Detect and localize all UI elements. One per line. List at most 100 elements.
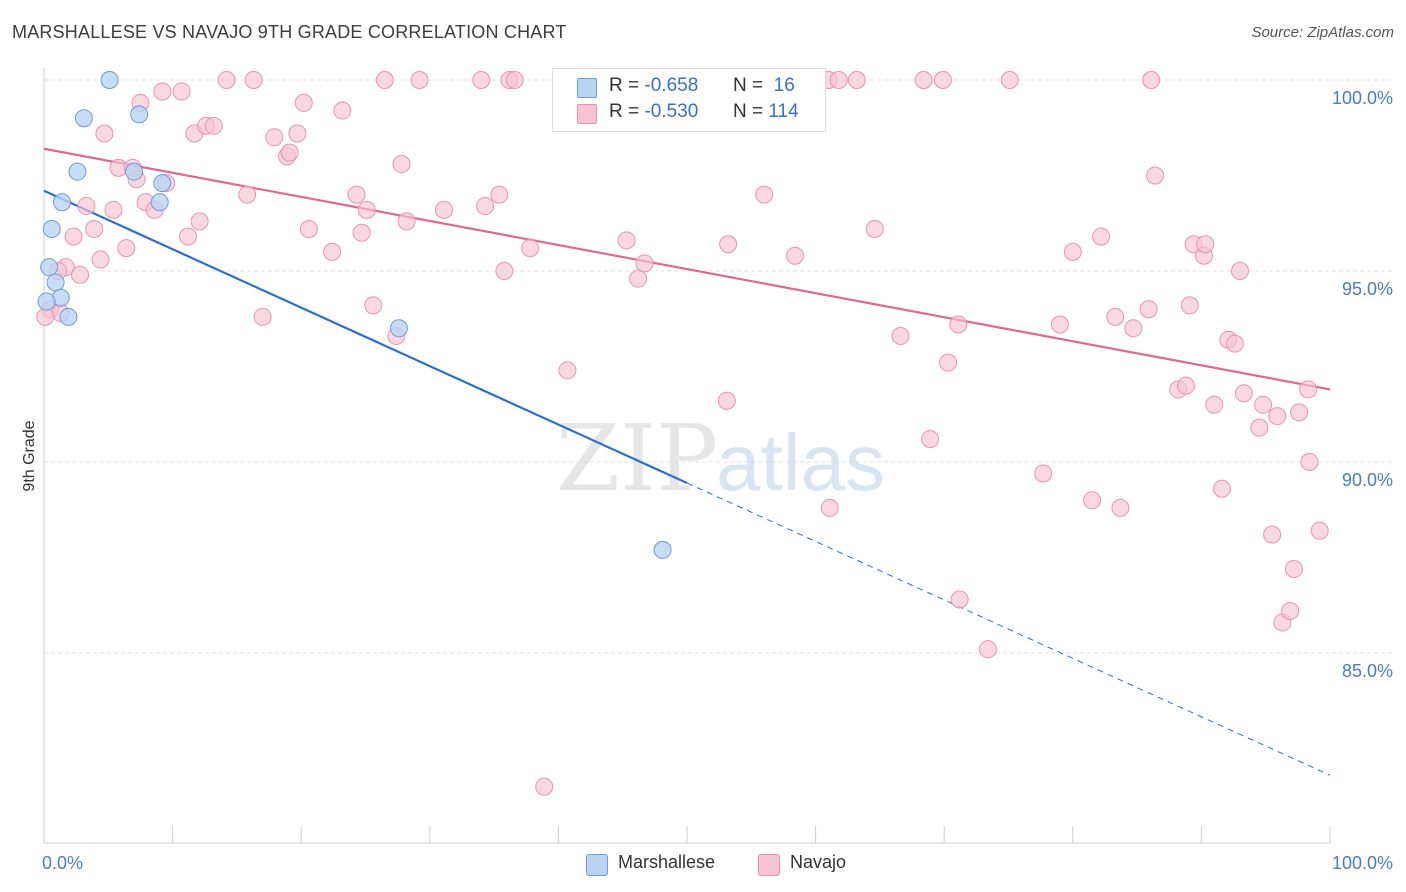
y-axis-label: 9th Grade xyxy=(21,420,38,491)
navajo-swatch xyxy=(758,854,780,876)
legend-r: R = -0.530 xyxy=(609,101,699,122)
navajo-point xyxy=(172,82,191,101)
grid-lines xyxy=(44,79,1392,654)
tick-labels: 85.0% 90.0% 95.0% 100.0% 0.0% 100.0% xyxy=(42,88,1393,873)
navajo-point xyxy=(357,200,376,219)
axes xyxy=(43,68,1331,844)
navajo-point xyxy=(392,155,411,174)
marshallese-point xyxy=(37,292,56,311)
navajo-point xyxy=(1142,71,1161,89)
legend-label: Marshallese xyxy=(618,852,716,872)
navajo-point xyxy=(1034,464,1053,483)
navajo-point xyxy=(95,124,114,143)
legend-row-navajo: R = -0.530 N = 114 xyxy=(553,101,825,127)
navajo-point xyxy=(558,361,577,380)
navajo-point xyxy=(786,246,805,265)
marshallese-point xyxy=(42,219,61,238)
navajo-point xyxy=(299,219,318,238)
navajo-point xyxy=(71,265,90,284)
marshallese-point xyxy=(130,105,149,124)
navajo-point xyxy=(1111,498,1130,517)
navajo-point xyxy=(190,212,209,231)
navajo-point xyxy=(1176,376,1195,395)
marshallese-point xyxy=(389,319,408,338)
navajo-point xyxy=(204,116,223,135)
navajo-point xyxy=(476,197,495,216)
navajo-point xyxy=(91,250,110,269)
navajo-point xyxy=(238,185,257,204)
watermark: ZIP atlas xyxy=(556,405,885,512)
trend-lines xyxy=(43,147,1331,776)
marshallese-point xyxy=(68,162,87,181)
navajo-point xyxy=(1092,227,1111,246)
navajo-point xyxy=(1000,71,1019,89)
navajo-point xyxy=(535,777,554,796)
navajo-point xyxy=(104,200,123,219)
navajo-point xyxy=(117,239,136,258)
navajo-point xyxy=(153,82,172,101)
navajo-point xyxy=(375,71,394,89)
marshallese-point xyxy=(150,193,169,212)
legend-label: Navajo xyxy=(790,852,847,872)
navajo-point xyxy=(77,197,96,216)
navajo-point xyxy=(495,262,514,280)
navajo-point xyxy=(1225,334,1244,353)
navajo-point xyxy=(472,71,491,89)
navajo-point xyxy=(288,124,307,143)
marshallese-point xyxy=(40,258,59,277)
navajo-point xyxy=(921,430,940,449)
navajo-point xyxy=(179,227,198,246)
navajo-point xyxy=(635,254,654,273)
marshallese-swatch xyxy=(586,854,608,876)
navajo-point xyxy=(865,219,884,238)
series-legend: Marshallese Navajo xyxy=(0,852,1406,878)
navajo-point xyxy=(1205,395,1224,414)
navajo-point xyxy=(1230,262,1249,280)
navajo-point xyxy=(1234,384,1253,403)
marshallese-point xyxy=(59,307,78,326)
navajo-point xyxy=(36,307,55,326)
navajo-point xyxy=(717,391,736,410)
navajo-point xyxy=(1281,601,1300,620)
marshallese-trend-extension xyxy=(686,482,1331,776)
navajo-point xyxy=(294,93,313,112)
navajo-point xyxy=(914,71,933,89)
watermark-atlas: atlas xyxy=(716,418,885,507)
navajo-point xyxy=(1139,300,1158,319)
navajo-point xyxy=(1083,491,1102,510)
navajo-point xyxy=(280,143,299,162)
marshallese-point xyxy=(125,162,144,181)
navajo-point xyxy=(1300,453,1319,471)
legend-n: N = 16 xyxy=(733,75,795,96)
navajo-point xyxy=(410,71,429,89)
navajo-point xyxy=(1268,407,1287,426)
navajo-point xyxy=(847,71,866,89)
navajo-point xyxy=(1263,525,1282,544)
marshallese-point xyxy=(46,273,65,292)
watermark-zip: ZIP xyxy=(556,405,718,512)
y-tick-label: 100.0% xyxy=(1332,88,1393,108)
navajo-point xyxy=(755,185,774,204)
navajo-point xyxy=(1290,403,1309,422)
navajo-point xyxy=(629,269,648,288)
marshallese-point xyxy=(153,174,172,193)
y-tick-label: 95.0% xyxy=(1342,279,1393,299)
legend-n-value: 16 xyxy=(773,75,795,96)
navajo-point xyxy=(364,296,383,315)
navajo-point xyxy=(505,71,524,89)
navajo-point xyxy=(434,200,453,219)
legend-r: R = -0.658 xyxy=(609,75,699,96)
chart-title: MARSHALLESE VS NAVAJO 9TH GRADE CORRELAT… xyxy=(12,22,567,42)
navajo-point xyxy=(617,231,636,250)
navajo-point xyxy=(719,235,738,254)
navajo-point xyxy=(933,71,952,89)
navajo-point xyxy=(820,498,839,517)
navajo-point xyxy=(490,185,509,204)
navajo-point xyxy=(1050,315,1069,334)
navajo-point xyxy=(1180,296,1199,315)
navajo-point xyxy=(323,242,342,261)
navajo-point xyxy=(347,185,366,204)
navajo-point xyxy=(949,315,968,334)
navajo-point xyxy=(1299,380,1318,399)
